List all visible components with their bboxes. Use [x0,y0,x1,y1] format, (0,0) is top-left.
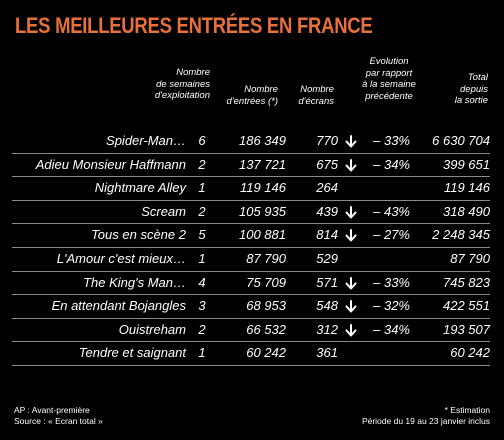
screens-count: 814 [316,227,338,243]
evolution-value: – 32% [373,298,410,314]
evolution-value: – 33% [373,133,410,148]
table-row: The King's Man… 4 75 709 571 – 33% 745 823 [12,270,490,295]
header-weeks: Nombre de semaines d'exploitation [154,67,210,101]
arrow-down-icon [345,205,359,219]
total-entries: 119 146 [443,180,490,196]
film-title: Scream [141,203,186,219]
weeks-count: 4 [198,274,206,290]
header-entries: Nombre d'entrées (*) [226,84,278,107]
total-entries: 193 507 [443,321,490,337]
table-row: Scream 2 105 935 439 – 43% 318 490 [12,199,490,224]
arrow-down-icon [345,135,359,148]
total-entries: 318 490 [443,203,490,219]
entries-count: 186 349 [239,133,286,148]
evolution-value: – 34% [373,321,410,337]
screens-count: 675 [316,156,338,172]
total-entries: 745 823 [443,274,490,290]
header-screens: Nombre d'écrans [298,84,334,107]
weeks-count: 6 [198,133,206,148]
weeks-count: 2 [198,156,206,172]
header-total: Total depuis la sortie [454,72,488,106]
total-entries: 422 551 [443,298,490,314]
arrow-down-icon [345,229,359,242]
entries-count: 87 790 [246,250,286,266]
page-title: LES MEILLEURES ENTRÉES EN FRANCE [15,13,373,38]
film-title: The King's Man… [83,274,186,290]
weeks-count: 3 [198,298,206,314]
screens-count: 548 [316,298,338,314]
film-title: Tendre et saignant [78,345,186,361]
screens-count: 529 [316,250,338,266]
weeks-count: 1 [198,345,206,361]
header-evolution: Evolution par rapport à la semaine précé… [362,56,416,102]
entries-count: 66 532 [246,321,286,337]
table-row: En attendant Bojangles 3 68 953 548 – 32% 422… [12,294,490,318]
total-entries: 399 651 [443,156,490,172]
weeks-count: 5 [198,227,206,243]
screens-count: 571 [316,274,338,290]
table-row: L'Amour c'est mieux… 1 87 790 529 87 790 [12,246,490,271]
entries-count: 137 721 [239,156,286,172]
arrow-down-icon [345,158,359,172]
screens-count: 770 [316,133,338,148]
table-row: Nightmare Alley 1 119 146 264 119 146 [12,176,490,200]
arrow-down-icon [345,276,359,290]
film-title: Adieu Monsieur Haffmann [35,156,186,172]
entries-count: 60 242 [246,345,286,361]
evolution-value: – 33% [373,274,410,290]
weeks-count: 1 [198,180,206,196]
screens-count: 361 [316,345,338,361]
weeks-count: 2 [198,203,206,219]
film-title: Spider-Man… [106,133,186,148]
table-row: Tous en scène 2 5 100 881 814 – 27% 2 248 345 [12,223,490,247]
entries-count: 105 935 [239,203,286,219]
footer-notes-right: * Estimation Période du 19 au 23 janvier… [361,405,490,426]
arrow-down-icon [345,300,359,313]
weeks-count: 1 [198,250,206,266]
total-entries: 87 790 [450,250,490,266]
film-title: Ouistreham [118,321,186,337]
table-row: Spider-Man… 6 186 349 770 – 33% 6 630 704 [12,130,490,153]
total-entries: 60 242 [450,345,490,361]
screens-count: 312 [316,321,338,337]
evolution-value: – 27% [373,227,410,243]
evolution-value: – 34% [373,156,410,172]
screens-count: 264 [316,180,338,196]
total-entries: 6 630 704 [432,133,490,148]
entries-count: 68 953 [246,298,286,314]
film-title: L'Amour c'est mieux… [56,250,186,266]
film-title: Nightmare Alley [94,180,186,196]
total-entries: 2 248 345 [432,227,490,243]
table-row: Tendre et saignant 1 60 242 361 60 242 [12,341,490,366]
film-title: En attendant Bojangles [51,298,186,314]
box-office-table: Spider-Man… 6 186 349 770 – 33% 6 630 704 Adie… [12,130,490,366]
screens-count: 439 [316,203,338,219]
weeks-count: 2 [198,321,206,337]
entries-count: 75 709 [246,274,286,290]
evolution-value: – 43% [373,203,410,219]
entries-count: 100 881 [239,227,286,243]
table-row: Adieu Monsieur Haffmann 2 137 721 675 – 34% 3… [12,152,490,177]
arrow-down-icon [345,323,359,337]
footer-notes-left: AP : Avant-première Source : « Ecran tot… [14,405,103,426]
table-row: Ouistreham 2 66 532 312 – 34% 193 507 [12,317,490,342]
entries-count: 119 146 [239,180,286,196]
film-title: Tous en scène 2 [91,227,186,243]
